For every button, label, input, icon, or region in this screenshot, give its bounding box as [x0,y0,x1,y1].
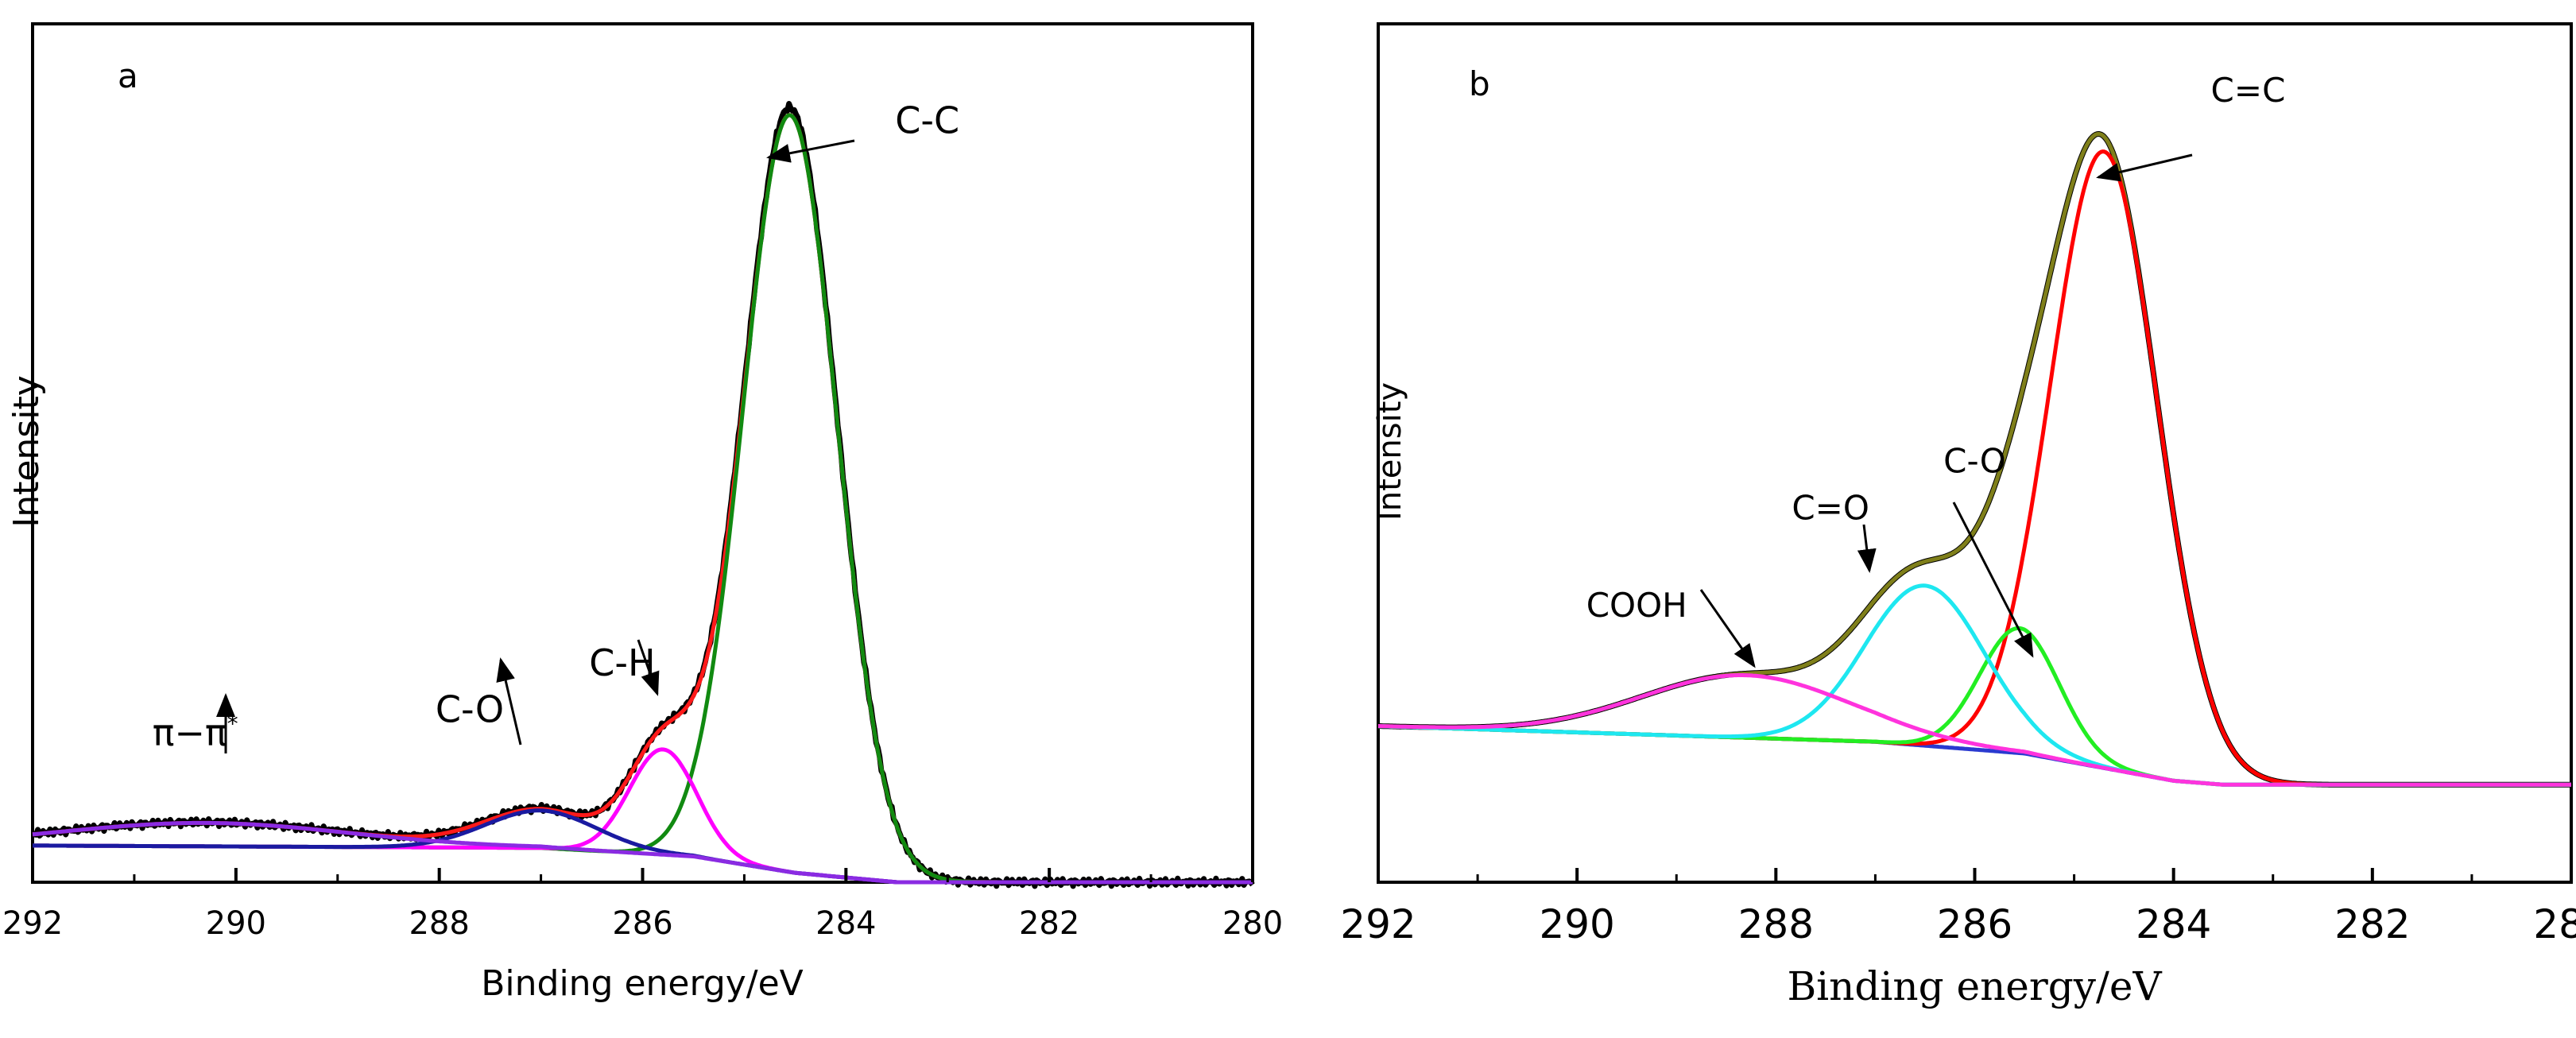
x-ticks-b [1377,868,2573,882]
x-tick-label-282-b: 282 [2334,901,2410,947]
arrow-c-eq-o-b [1857,524,1877,573]
x-tick-label-288-b: 288 [1738,901,1814,947]
panel-label-b: b [1469,64,1490,103]
arrow-c-o-b [1952,502,2034,658]
series-layer-b [1377,131,2573,788]
arrow-c-c-b [2096,153,2193,182]
annotation-c-o-a: C-O [436,688,504,731]
panel-label-a: a [118,56,138,95]
annotation-cooh-b: COOH [1586,586,1687,625]
y-axis-title-a: Intensity [6,375,47,528]
annotation-c-c-a: C-C [895,99,959,141]
x-tick-label-284-b: 284 [2136,901,2211,947]
annotation-c-h-a: C-H [589,641,655,684]
series-layer-a [31,101,1255,889]
annotation-c-o-b: C=O [1792,488,1869,527]
x-tick-label-290-b: 290 [1539,901,1614,947]
arrow-c-c-a [766,139,855,163]
x-axis-title-b: Binding energy/eV [1787,963,2162,1009]
x-tick-label-290-a: 290 [206,905,266,942]
x-tick-label-286-a: 286 [612,905,672,942]
annotation-c-o-b: C-O [1943,442,2006,481]
arrow-c-o-a [496,657,522,746]
x-ticks-a [31,868,1254,882]
annotation-c-c-b: C=C [2211,71,2286,110]
series-c-o-b [1377,626,2572,787]
x-tick-label-288-a: 288 [409,905,469,942]
x-tick-label-284-a: 284 [815,905,876,942]
annotations-a: C-C C-H C-O π−π* [153,99,959,754]
annotations-b: C=C C-O C=O COOH [1586,71,2286,668]
annotation-pi-pi-a: π−π* [153,711,238,754]
x-tick-label-292-a: 292 [2,905,63,942]
x-tick-label-286-b: 286 [1937,901,2012,947]
series-background-b [1377,724,2572,787]
series-c-h-a [32,747,1253,885]
series-cooh-b [1377,673,2572,787]
x-tick-labels-b: 292 290 288 286 284 282 280 [1340,901,2576,947]
arrow-c-h-a [637,639,660,696]
x-tick-label-292-b: 292 [1340,901,1416,947]
x-tick-label-280-b: 280 [2533,901,2576,947]
x-tick-label-282-a: 282 [1019,905,1079,942]
arrow-cooh-b [1699,589,1756,668]
x-tick-label-280-a: 280 [1222,905,1283,942]
y-axis-title-b: Intensity [1372,382,1408,521]
x-axis-title-a: Binding energy/eV [481,963,804,1004]
xps-chart-a: 292 290 288 286 284 282 280 Binding energy/eV … [2,22,1283,1004]
x-tick-labels-a: 292 290 288 286 284 282 280 [2,905,1283,942]
